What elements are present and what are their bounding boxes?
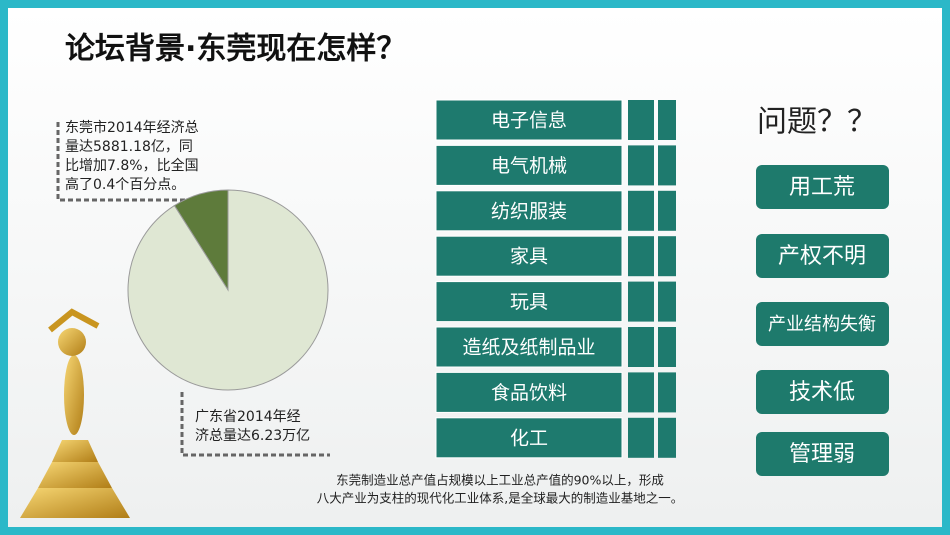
problem-box — [756, 302, 889, 346]
footer: 东莞制造业总产值占规模以上工业总产值的90%以上，形成 — [336, 473, 664, 488]
problem-box — [756, 234, 889, 278]
annotation: 济总量达6.23万亿 — [195, 428, 310, 444]
column — [658, 372, 676, 413]
annotation: 东莞市2014年经济总 — [65, 119, 199, 136]
industry-box — [435, 281, 623, 323]
industry-box — [435, 144, 623, 186]
problem-label: 产权不明 — [778, 244, 866, 269]
annotation: 高了0.4个百分点。 — [65, 176, 185, 193]
column — [628, 327, 654, 367]
industry-label: 家具 — [510, 246, 548, 268]
industry-label: 造纸及纸制品业 — [462, 337, 595, 359]
footer: 八大产业为支柱的现代化工业体系,是全球最大的制造业基地之一。 — [317, 491, 683, 506]
problem-box — [756, 370, 889, 414]
industry-label: 玩具 — [510, 291, 548, 313]
problem-label: 产业结构失衡 — [768, 314, 876, 335]
column — [658, 417, 676, 458]
column — [658, 236, 676, 277]
annotation: 广东省2014年经 — [195, 409, 301, 425]
industry-box — [435, 371, 623, 413]
column — [628, 100, 654, 140]
pie-slice — [127, 189, 329, 391]
bracket — [56, 122, 190, 202]
gold-figure — [20, 308, 130, 518]
column — [628, 190, 654, 231]
annotation: 比增加7.8%，比全国 — [65, 157, 199, 174]
column — [658, 327, 676, 367]
industry-label: 化工 — [510, 427, 548, 449]
annotation: 量达5881.18亿，同 — [65, 139, 193, 155]
industry-label: 电气机械 — [491, 155, 567, 177]
problem-box — [756, 165, 889, 209]
title: 论坛背景·东莞现在怎样？ — [65, 32, 406, 67]
column — [628, 281, 654, 322]
column — [628, 236, 654, 277]
industry-label: 电子信息 — [491, 110, 567, 132]
problems-title: 问题？？ — [757, 105, 877, 140]
industry-box — [435, 326, 623, 368]
problem-label: 用工荒 — [789, 175, 855, 200]
column — [658, 100, 676, 140]
industry-label: 食品饮料 — [491, 382, 567, 404]
column — [658, 190, 676, 231]
industry-box — [435, 99, 623, 141]
industry-box — [435, 235, 623, 277]
industry-box — [435, 417, 623, 459]
column — [628, 417, 654, 458]
column — [658, 281, 676, 322]
industry-box — [435, 190, 623, 232]
column — [658, 145, 676, 186]
industry-label: 纺织服装 — [491, 200, 567, 222]
column — [628, 372, 654, 413]
problem-label: 技术低 — [789, 380, 855, 405]
problem-label: 管理弱 — [789, 442, 855, 467]
problem-box — [756, 432, 889, 476]
column — [628, 145, 654, 186]
bracket — [180, 392, 330, 457]
pie — [127, 189, 329, 391]
content: 东莞市2014年经济总量达5881.18亿，同比增加7.8%，比全国高了0.4个… — [65, 99, 889, 506]
